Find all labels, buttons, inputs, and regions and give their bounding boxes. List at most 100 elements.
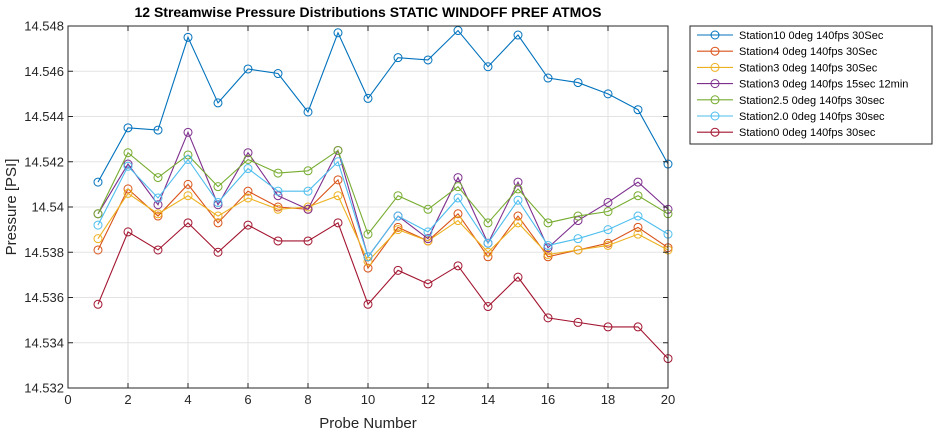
data-point	[513, 184, 523, 194]
x-tick-label: 12	[421, 392, 435, 407]
legend-box	[689, 25, 933, 145]
data-point	[213, 197, 223, 207]
data-point	[573, 78, 583, 88]
data-point	[543, 218, 553, 228]
data-point	[123, 227, 133, 237]
data-point	[303, 107, 313, 117]
data-point	[453, 182, 463, 192]
y-tick-label: 14.54	[31, 200, 64, 215]
data-point	[183, 154, 193, 164]
data-point	[633, 191, 643, 201]
data-point	[513, 30, 523, 40]
data-point	[453, 216, 463, 226]
data-point	[513, 177, 523, 187]
legend-marker	[710, 127, 720, 137]
legend-label: Station2.0 0deg 140fps 30sec	[739, 111, 885, 123]
data-point	[423, 55, 433, 65]
legend-marker	[710, 30, 720, 40]
data-point	[213, 182, 223, 192]
data-point	[543, 240, 553, 250]
data-point	[333, 175, 343, 185]
data-point	[363, 229, 373, 239]
data-point	[333, 145, 343, 155]
data-point	[393, 222, 403, 232]
data-point	[423, 236, 433, 246]
legend-label: Station2.5 0deg 140fps 30sec	[739, 95, 885, 107]
data-point	[543, 313, 553, 323]
data-point	[183, 179, 193, 189]
data-point	[483, 247, 493, 257]
y-tick-label: 14.546	[24, 64, 64, 79]
data-point	[453, 209, 463, 219]
data-point	[153, 200, 163, 210]
data-point	[243, 148, 253, 158]
legend-label: Station3 0deg 140fps 15sec 12min	[739, 79, 908, 91]
x-tick-label: 0	[64, 392, 71, 407]
y-tick-labels: 14.532 14.534 14.536 14.538 14.54 14.542 14.54…	[24, 19, 64, 396]
legend-marker	[710, 111, 720, 121]
data-point	[183, 127, 193, 137]
data-point	[123, 148, 133, 158]
data-point	[93, 177, 103, 187]
legend-label: Station3 0deg 140fps 30Sec	[739, 62, 878, 74]
series-6	[93, 154, 673, 262]
data-point	[423, 227, 433, 237]
x-tick-label: 16	[541, 392, 555, 407]
data-point	[93, 245, 103, 255]
data-point	[183, 218, 193, 228]
data-point	[153, 125, 163, 135]
series-7	[93, 218, 673, 364]
data-point	[603, 207, 613, 217]
legend-item: Station10 0deg 140fps 30Sec	[697, 30, 884, 42]
data-point	[183, 32, 193, 42]
data-point	[633, 322, 643, 332]
data-point	[153, 193, 163, 203]
y-tick-label: 14.544	[24, 109, 64, 124]
data-point	[273, 204, 283, 214]
data-point	[633, 177, 643, 187]
legend-item: Station0 0deg 140fps 30sec	[697, 127, 876, 139]
y-tick-label: 14.532	[24, 381, 64, 396]
legend-item: Station2.5 0deg 140fps 30sec	[697, 95, 885, 107]
data-point	[423, 204, 433, 214]
x-tick-label: 6	[244, 392, 251, 407]
y-tick-label: 14.542	[24, 154, 64, 169]
legend-marker	[710, 95, 720, 105]
legend-item: Station4 0deg 140fps 30Sec	[697, 46, 878, 58]
data-point	[573, 317, 583, 327]
series-line	[97, 158, 669, 258]
data-point	[213, 98, 223, 108]
data-point	[333, 218, 343, 228]
legend-marker	[710, 79, 720, 89]
data-point	[453, 261, 463, 271]
data-point	[423, 234, 433, 244]
data-point	[513, 218, 523, 228]
data-point	[573, 234, 583, 244]
series-1	[93, 26, 673, 187]
data-point	[213, 211, 223, 221]
data-point	[573, 245, 583, 255]
data-point	[393, 53, 403, 63]
data-point	[513, 211, 523, 221]
data-point	[633, 222, 643, 232]
legend-label: Station0 0deg 140fps 30sec	[739, 127, 876, 139]
data-point	[633, 105, 643, 115]
data-point	[603, 322, 613, 332]
data-point	[93, 220, 103, 230]
x-tick-label: 10	[361, 392, 375, 407]
data-point	[93, 299, 103, 309]
legend-label: Station4 0deg 140fps 30Sec	[739, 46, 878, 58]
data-point	[153, 211, 163, 221]
legend: Station10 0deg 140fps 30Sec Station4 0deg…	[689, 25, 933, 145]
x-tick-label: 2	[124, 392, 131, 407]
series-layer	[93, 26, 673, 364]
data-point	[123, 123, 133, 133]
data-point	[543, 250, 553, 260]
data-point	[543, 243, 553, 253]
x-tick-label: 4	[184, 392, 191, 407]
data-point	[423, 279, 433, 289]
data-point	[543, 73, 553, 83]
data-point	[93, 209, 103, 219]
data-point	[153, 245, 163, 255]
data-point	[333, 191, 343, 201]
